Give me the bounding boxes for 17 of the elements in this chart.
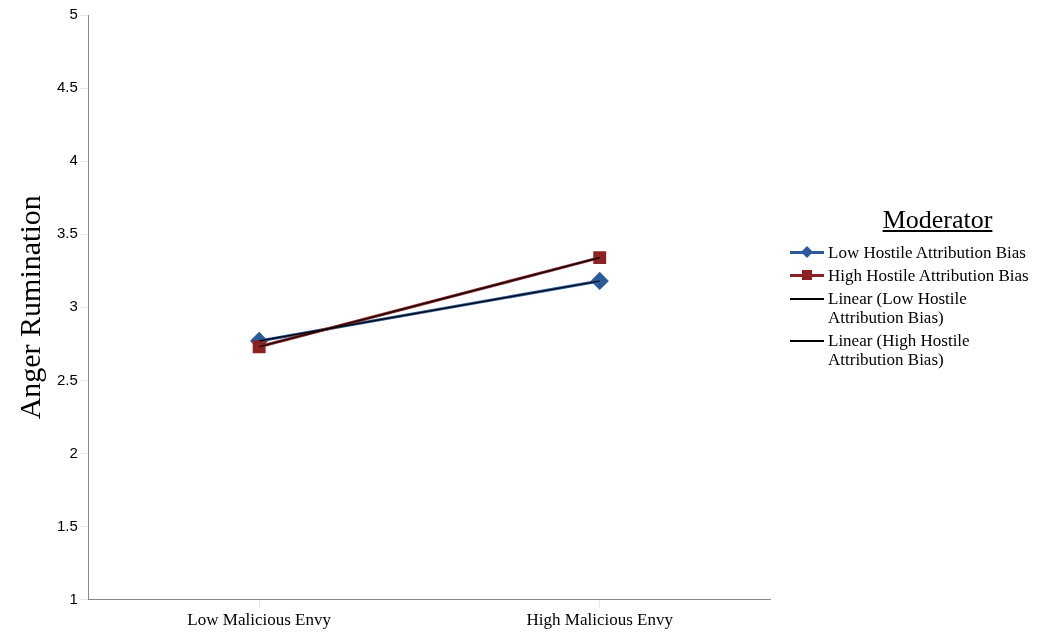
y-tick-label: 3.5 bbox=[56, 224, 78, 242]
y-tick-label: 4 bbox=[69, 151, 78, 169]
legend-title: Moderator bbox=[881, 205, 994, 235]
y-tick-label: 5 bbox=[69, 5, 78, 23]
y-tick-label: 1 bbox=[69, 589, 78, 607]
y-tick-label: 2.5 bbox=[56, 370, 78, 388]
x-tick-label: High Malicious Envy bbox=[526, 610, 674, 630]
y-tick-label: 3 bbox=[69, 297, 78, 315]
x-tick-label: Low Malicious Envy bbox=[187, 610, 332, 630]
legend-label: High Hostile Attribution Bias bbox=[828, 266, 1029, 285]
legend-label: Low Hostile Attribution Bias bbox=[828, 243, 1026, 262]
y-axis-title: Anger Rumination bbox=[12, 195, 46, 420]
y-tick-label: 2 bbox=[69, 443, 78, 461]
y-tick-label: 4.5 bbox=[56, 78, 78, 96]
legend-label: Linear (High Hostile Attribution Bias) bbox=[828, 331, 971, 369]
legend-label: Linear (Low Hostile Attribution Bias) bbox=[828, 289, 968, 327]
y-tick-label: 1.5 bbox=[56, 516, 78, 534]
